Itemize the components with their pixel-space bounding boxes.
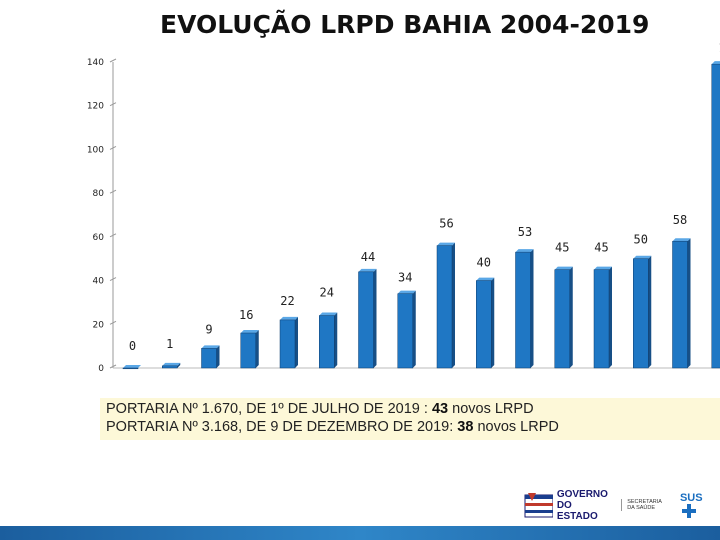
portaria-line-2: PORTARIA Nº 3.168, DE 9 DE DEZEMBRO DE 2… — [106, 419, 559, 435]
bar-side-face — [530, 249, 534, 368]
y-tick-mark — [109, 102, 117, 107]
bar-side-face — [216, 345, 220, 368]
bar-2005 — [162, 365, 178, 369]
y-tick-mark — [109, 320, 117, 325]
secretaria-logo-text: SECRETARIA DA SAÚDE — [621, 499, 662, 511]
bar-2017 — [633, 258, 649, 369]
y-tick-mark — [109, 233, 117, 238]
bar-side-face — [373, 268, 377, 368]
bar-side-face — [177, 362, 181, 368]
data-label-2004: 0 — [129, 339, 136, 353]
bar-top-face — [397, 290, 416, 294]
chart-data-labels: 0 1 9 16 22 24 44 34 56 40 53 45 45 50 58 139 — [129, 41, 720, 353]
data-label-2018: 58 — [673, 213, 687, 227]
bar-top-face — [201, 345, 220, 349]
portaria-line-1: PORTARIA Nº 1.670, DE 1º DE JULHO DE 201… — [106, 401, 534, 417]
bar-top-face — [437, 242, 455, 246]
bar-2007 — [240, 332, 256, 369]
chart-bars — [122, 61, 720, 370]
data-label-2015: 45 — [555, 241, 569, 255]
y-tick-mark — [109, 364, 117, 369]
data-label-2012: 56 — [439, 217, 453, 231]
bar-top-face — [240, 330, 259, 334]
portaria-notes: PORTARIA Nº 1.670, DE 1º DE JULHO DE 201… — [100, 398, 720, 440]
bar-2004 — [122, 367, 139, 370]
y-tick-label: 60 — [93, 233, 105, 243]
bar-top-face — [358, 268, 377, 272]
y-tick-label: 100 — [87, 145, 104, 155]
data-label-2008: 22 — [280, 294, 294, 308]
sus-logo: SUS — [680, 492, 720, 518]
y-tick-mark — [109, 277, 117, 282]
bar-2013 — [476, 280, 492, 369]
chart-title: EVOLUÇÃO LRPD BAHIA 2004-2019 — [160, 10, 650, 39]
bar-2014 — [515, 251, 531, 369]
bar-side-face — [412, 290, 416, 368]
y-tick-mark — [109, 189, 117, 194]
bar-side-face — [648, 255, 652, 368]
bar-side-face — [609, 266, 612, 368]
bar-side-face — [334, 312, 338, 368]
bar-side-face — [491, 277, 495, 368]
bar-2010 — [358, 271, 374, 369]
bar-top-face — [162, 362, 181, 366]
data-label-2016: 45 — [594, 241, 608, 255]
bar-2015 — [554, 269, 570, 369]
y-tick-label: 40 — [93, 277, 105, 287]
portaria-1-count: 43 — [431, 401, 449, 417]
footer-bar — [0, 526, 720, 540]
y-tick-label: 120 — [87, 102, 104, 112]
bar-top-face — [633, 255, 652, 259]
bar-side-face — [687, 238, 691, 368]
data-label-2014: 53 — [518, 225, 532, 239]
bar-2009 — [319, 315, 335, 369]
data-label-2017: 50 — [634, 233, 648, 247]
bar-top-face — [515, 249, 534, 253]
bar-top-face — [123, 365, 141, 368]
footer-logos: GOVERNO DO ESTADO SECRETARIA DA SAÚDE SU… — [524, 488, 720, 522]
bar-top-face — [319, 312, 338, 316]
y-tick-label: 0 — [98, 364, 104, 374]
bar-2019 — [711, 63, 720, 369]
data-label-2005: 1 — [166, 337, 173, 351]
bar-side-face — [452, 242, 455, 368]
data-label-2006: 9 — [205, 322, 212, 336]
bar-top-face — [280, 316, 298, 320]
data-label-2009: 24 — [320, 286, 334, 300]
bar-top-face — [672, 238, 691, 242]
bar-top-face — [711, 61, 720, 65]
y-tick-mark — [109, 58, 117, 63]
data-label-2019: 139 — [718, 41, 720, 55]
y-tick-label: 20 — [93, 320, 105, 330]
bar-2011 — [397, 293, 413, 369]
data-label-2010: 44 — [361, 250, 375, 264]
bar-chart: 0 20 40 60 80 100 120 140 0 1 9 16 22 24 44 34 56 40 53 45… — [87, 41, 720, 374]
bahia-flag-icon — [524, 493, 553, 518]
bar-2008 — [279, 319, 296, 369]
sus-cross-icon — [681, 504, 696, 518]
bar-2006 — [201, 348, 217, 369]
data-label-2013: 40 — [477, 256, 491, 270]
bar-top-face — [554, 266, 573, 270]
data-label-2011: 34 — [398, 271, 412, 285]
bar-2012 — [436, 245, 453, 369]
y-tick-mark — [109, 145, 117, 150]
governo-logo-text: GOVERNO DO ESTADO — [556, 488, 608, 522]
bar-side-face — [295, 316, 298, 368]
data-label-2007: 16 — [239, 308, 253, 322]
bar-side-face — [255, 330, 259, 368]
bar-2016 — [593, 269, 610, 369]
bar-side-face — [569, 266, 573, 368]
bar-top-face — [476, 277, 495, 281]
y-tick-label: 140 — [87, 58, 104, 68]
bar-top-face — [594, 266, 612, 270]
portaria-2-count: 38 — [457, 419, 474, 435]
y-tick-label: 80 — [93, 189, 105, 199]
bar-2018 — [672, 240, 688, 369]
